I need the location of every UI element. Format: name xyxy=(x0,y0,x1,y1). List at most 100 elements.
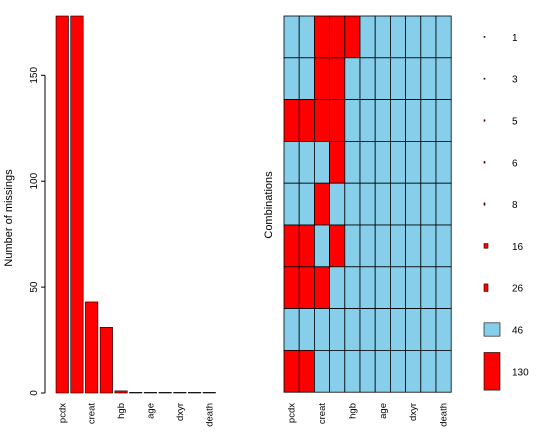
combination-count-label: 1 xyxy=(512,33,518,44)
heatmap-cell xyxy=(420,182,437,226)
heatmap-cell xyxy=(298,182,315,226)
heatmap-cell xyxy=(405,349,422,393)
heatmap-cell xyxy=(344,99,361,142)
heatmap-cell xyxy=(405,99,422,142)
heatmap-cell xyxy=(359,308,376,351)
heatmap-cell xyxy=(435,15,452,59)
heatmap-cell xyxy=(405,15,422,59)
heatmap-cell xyxy=(389,15,406,59)
heatmap-cell xyxy=(329,266,346,309)
heatmap-cell xyxy=(405,57,422,100)
heatmap-cell xyxy=(344,266,361,309)
combination-count-label: 3 xyxy=(512,75,518,86)
combination-count-bar xyxy=(483,119,486,122)
bar xyxy=(70,15,84,394)
heatmap-cell xyxy=(374,15,391,59)
heatmap-cell xyxy=(405,266,422,309)
heatmap-cell xyxy=(374,308,391,351)
combination-count-label: 6 xyxy=(512,158,518,169)
heatmap-cell xyxy=(389,57,406,100)
heatmap-cell xyxy=(374,57,391,100)
heatmap-cell xyxy=(374,140,391,184)
heatmap-cell xyxy=(313,99,330,142)
x-tick-label: hgb xyxy=(116,403,127,419)
heatmap-cell xyxy=(313,182,330,226)
heatmap-cell xyxy=(344,308,361,351)
heatmap-cell xyxy=(283,15,300,59)
heatmap-cell xyxy=(359,57,376,100)
heatmap-cell xyxy=(329,349,346,393)
x-tick-label: creat xyxy=(317,403,328,424)
heatmap-cell xyxy=(283,224,300,268)
heatmap-cell xyxy=(389,224,406,268)
heatmap-cell xyxy=(283,266,300,309)
heatmap-cell xyxy=(329,182,346,226)
heatmap-cell xyxy=(313,15,330,59)
right-y-axis-label: Combinations xyxy=(263,171,275,239)
heatmap-cell xyxy=(435,308,452,351)
x-tick-label: age xyxy=(145,403,156,419)
x-tick-label: pcdx xyxy=(57,403,68,423)
x-tick-label: hgb xyxy=(347,403,358,419)
heatmap-cell xyxy=(283,308,300,351)
heatmap-cell xyxy=(298,140,315,184)
heatmap-cell xyxy=(435,57,452,100)
heatmap-cell xyxy=(359,15,376,59)
heatmap-cell xyxy=(283,57,300,100)
y-tick-label: 0 xyxy=(29,390,40,396)
heatmap-cell xyxy=(298,308,315,351)
heatmap-cell xyxy=(435,266,452,309)
heatmap-cell xyxy=(313,266,330,309)
combination-count-bar xyxy=(483,36,486,38)
combination-count-bar xyxy=(483,243,489,249)
heatmap-cell xyxy=(389,140,406,184)
combination-count-label: 26 xyxy=(512,284,524,295)
heatmap-cell xyxy=(313,57,330,100)
bar xyxy=(129,392,143,394)
bar xyxy=(114,390,128,394)
heatmap-cell xyxy=(313,349,330,393)
bar xyxy=(85,301,99,394)
heatmap-cell xyxy=(389,99,406,142)
heatmap-cell xyxy=(405,182,422,226)
bar xyxy=(143,392,157,394)
x-tick-label: death xyxy=(204,403,215,427)
left-y-axis-label: Number of missings xyxy=(3,169,15,267)
heatmap-cell xyxy=(359,224,376,268)
x-tick-label: dxyr xyxy=(175,403,186,421)
y-tick-label: 100 xyxy=(29,172,40,189)
combination-count-bar xyxy=(483,352,501,391)
heatmap-cell xyxy=(435,224,452,268)
combination-count-label: 16 xyxy=(512,242,524,253)
heatmap-cell xyxy=(389,182,406,226)
heatmap-cell xyxy=(420,224,437,268)
heatmap-cell xyxy=(389,266,406,309)
heatmap-cell xyxy=(313,224,330,268)
heatmap-cell xyxy=(329,224,346,268)
heatmap-cell xyxy=(359,140,376,184)
heatmap-cell xyxy=(435,182,452,226)
combination-count-bar xyxy=(483,283,489,292)
heatmap-cell xyxy=(283,140,300,184)
bar xyxy=(99,327,113,394)
heatmap-cell xyxy=(405,224,422,268)
combination-count-label: 130 xyxy=(512,367,529,378)
bar xyxy=(202,392,216,394)
heatmap-cell xyxy=(298,224,315,268)
heatmap-cell xyxy=(374,349,391,393)
y-tick-label: 150 xyxy=(29,67,40,84)
heatmap-cell xyxy=(329,15,346,59)
bar xyxy=(188,392,202,394)
heatmap-cell xyxy=(313,308,330,351)
heatmap-cell xyxy=(283,349,300,393)
heatmap-cell xyxy=(344,15,361,59)
combination-count-label: 46 xyxy=(512,326,524,337)
bar xyxy=(55,15,69,394)
x-tick-label: death xyxy=(439,403,450,427)
heatmap-cell xyxy=(420,57,437,100)
heatmap-cell xyxy=(374,266,391,309)
heatmap-cell xyxy=(283,182,300,226)
combination-count-bar xyxy=(483,322,501,337)
heatmap-cell xyxy=(359,182,376,226)
